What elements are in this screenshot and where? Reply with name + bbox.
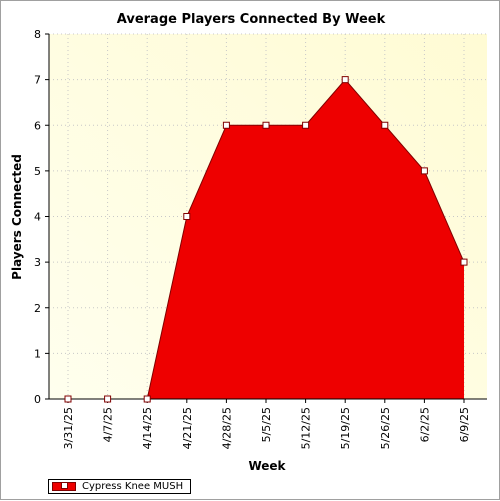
- x-tick-label: 4/14/25: [141, 407, 154, 449]
- x-tick-label: 5/5/25: [260, 407, 273, 442]
- x-tick-label: 6/9/25: [458, 407, 471, 442]
- y-tick-label: 3: [34, 256, 41, 269]
- legend: Cypress Knee MUSH: [48, 479, 191, 494]
- x-tick-label: 4/7/25: [102, 407, 115, 442]
- x-tick-labels: 3/31/25 4/7/25 4/14/25 4/21/25 4/28/25 5/5/25…: [62, 407, 471, 449]
- y-tick-label: 4: [34, 211, 41, 224]
- y-tick-label: 0: [34, 393, 41, 406]
- y-tick-label: 7: [34, 74, 41, 87]
- data-point-marker: [420, 167, 428, 175]
- legend-marker: [61, 482, 68, 489]
- data-point-marker: [262, 121, 270, 129]
- x-axis-title: Week: [248, 459, 286, 473]
- x-tick-label: 5/12/25: [300, 407, 313, 449]
- legend-swatch: [52, 482, 76, 491]
- series-area: [68, 79, 464, 399]
- legend-label: Cypress Knee MUSH: [82, 481, 184, 492]
- chart-title: Average Players Connected By Week: [117, 12, 386, 27]
- y-axis-title: Players Connected: [10, 154, 24, 280]
- x-tick-label: 5/26/25: [379, 407, 392, 449]
- y-tick-labels: 0 1 2 3 4 5 6 7 8: [34, 28, 41, 406]
- x-tick-label: 3/31/25: [62, 407, 75, 449]
- data-point-marker: [183, 213, 191, 220]
- x-tick-label: 6/2/25: [418, 407, 431, 442]
- y-tick-label: 6: [34, 119, 41, 132]
- data-points: [64, 76, 468, 403]
- x-tick-label: 4/28/25: [220, 407, 233, 449]
- data-point-marker: [460, 258, 468, 266]
- y-tick-label: 2: [34, 302, 41, 315]
- x-tick-label: 4/21/25: [181, 407, 194, 449]
- y-tick-label: 1: [34, 347, 41, 360]
- data-point-marker: [104, 395, 112, 403]
- x-tick-label: 5/19/25: [339, 407, 352, 449]
- data-point-marker: [302, 121, 310, 129]
- data-point-marker: [64, 395, 72, 403]
- data-point-marker: [222, 121, 230, 129]
- data-point-marker: [341, 76, 349, 84]
- data-point-marker: [381, 121, 389, 129]
- y-tick-label: 8: [34, 28, 41, 41]
- data-point-marker: [143, 395, 151, 403]
- y-tick-label: 5: [34, 165, 41, 178]
